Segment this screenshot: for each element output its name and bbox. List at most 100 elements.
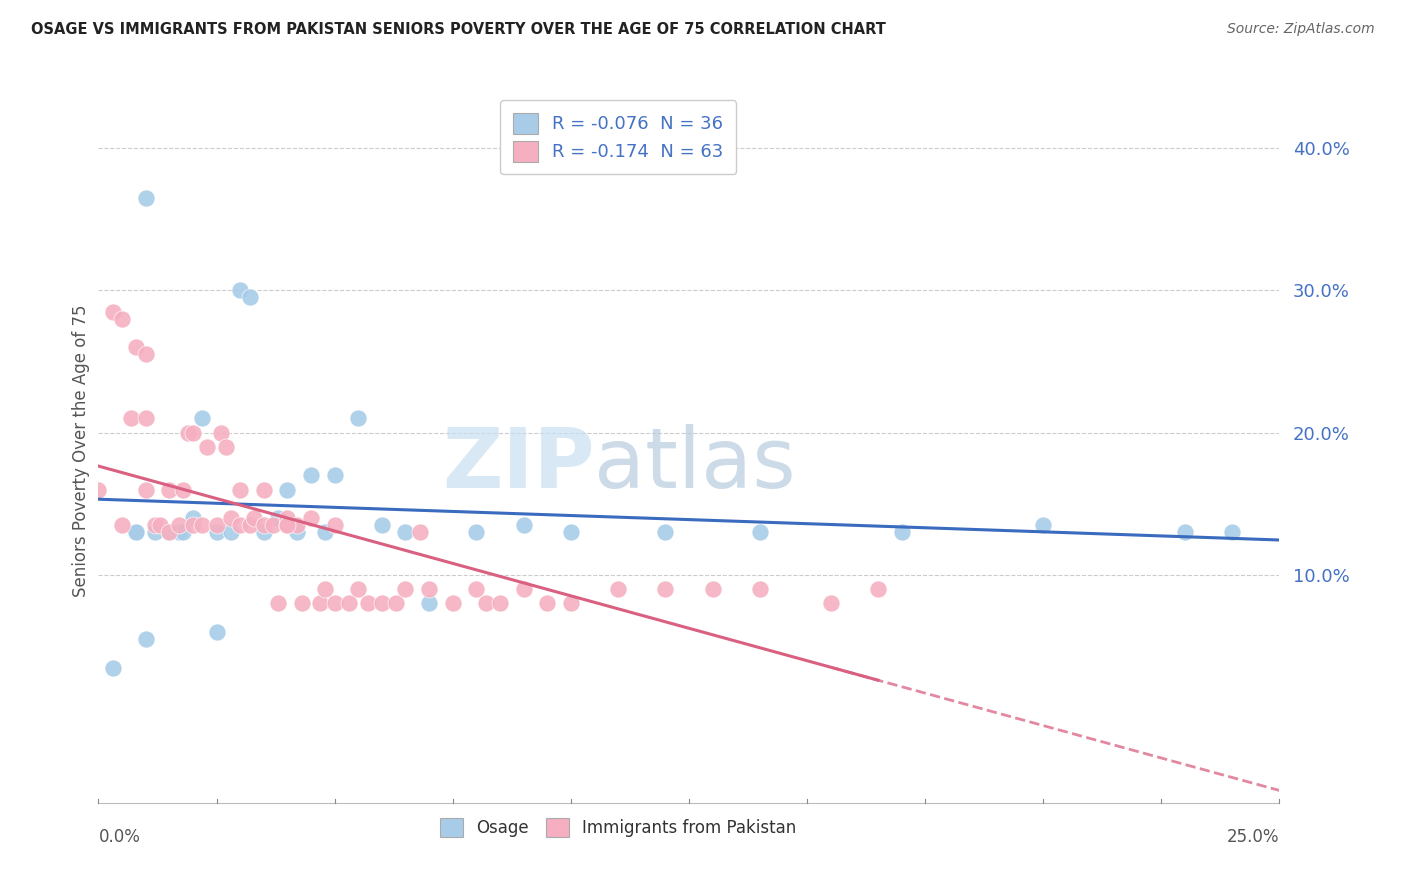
Point	[167, 525, 190, 540]
Point	[654, 525, 676, 540]
Text: 25.0%: 25.0%	[1227, 829, 1279, 847]
Point	[371, 518, 394, 533]
Text: OSAGE VS IMMIGRANTS FROM PAKISTAN SENIORS POVERTY OVER THE AGE OF 75 CORRELATION: OSAGE VS IMMIGRANTS FROM PAKISTAN SENIOR…	[31, 22, 886, 37]
Point	[1220, 525, 1243, 540]
Point	[135, 483, 157, 497]
Point	[1032, 518, 1054, 533]
Point	[191, 518, 214, 533]
Point	[748, 582, 770, 597]
Point	[323, 518, 346, 533]
Point	[394, 582, 416, 597]
Point	[347, 582, 370, 597]
Point	[195, 440, 218, 454]
Point	[371, 597, 394, 611]
Point	[243, 511, 266, 525]
Point	[820, 597, 842, 611]
Point	[267, 511, 290, 525]
Point	[157, 483, 180, 497]
Point	[276, 483, 298, 497]
Point	[125, 525, 148, 540]
Point	[489, 597, 512, 611]
Point	[215, 440, 238, 454]
Point	[101, 304, 124, 318]
Point	[276, 518, 298, 533]
Point	[337, 597, 360, 611]
Point	[205, 518, 228, 533]
Point	[890, 525, 912, 540]
Text: atlas: atlas	[595, 424, 796, 505]
Point	[209, 425, 232, 440]
Point	[560, 525, 582, 540]
Point	[111, 518, 134, 533]
Point	[219, 511, 242, 525]
Point	[748, 525, 770, 540]
Point	[181, 425, 204, 440]
Point	[285, 525, 308, 540]
Point	[121, 411, 143, 425]
Point	[299, 468, 322, 483]
Point	[408, 525, 430, 540]
Point	[87, 483, 110, 497]
Point	[314, 525, 336, 540]
Point	[654, 582, 676, 597]
Point	[290, 597, 312, 611]
Point	[149, 518, 172, 533]
Point	[191, 411, 214, 425]
Point	[253, 518, 276, 533]
Point	[560, 597, 582, 611]
Point	[125, 340, 148, 354]
Point	[418, 597, 440, 611]
Point	[299, 511, 322, 525]
Point	[441, 597, 464, 611]
Point	[181, 511, 204, 525]
Point	[314, 582, 336, 597]
Point	[125, 525, 148, 540]
Point	[285, 518, 308, 533]
Point	[172, 483, 194, 497]
Point	[229, 483, 252, 497]
Point	[239, 290, 262, 304]
Point	[253, 483, 276, 497]
Point	[262, 518, 284, 533]
Y-axis label: Seniors Poverty Over the Age of 75: Seniors Poverty Over the Age of 75	[72, 304, 90, 597]
Point	[1174, 525, 1197, 540]
Point	[172, 525, 194, 540]
Point	[205, 525, 228, 540]
Point	[536, 597, 558, 611]
Point	[866, 582, 889, 597]
Point	[475, 597, 498, 611]
Point	[465, 582, 488, 597]
Point	[167, 518, 190, 533]
Point	[239, 518, 262, 533]
Point	[465, 525, 488, 540]
Point	[702, 582, 724, 597]
Point	[253, 525, 276, 540]
Point	[181, 518, 204, 533]
Point	[229, 518, 252, 533]
Point	[135, 411, 157, 425]
Point	[512, 518, 534, 533]
Text: 0.0%: 0.0%	[98, 829, 141, 847]
Point	[607, 582, 630, 597]
Point	[135, 347, 157, 361]
Point	[512, 582, 534, 597]
Point	[143, 518, 166, 533]
Point	[157, 525, 180, 540]
Point	[276, 518, 298, 533]
Text: ZIP: ZIP	[441, 424, 595, 505]
Point	[347, 411, 370, 425]
Point	[101, 660, 124, 674]
Point	[394, 525, 416, 540]
Point	[267, 597, 290, 611]
Point	[157, 525, 180, 540]
Text: Source: ZipAtlas.com: Source: ZipAtlas.com	[1227, 22, 1375, 37]
Point	[385, 597, 408, 611]
Point	[418, 582, 440, 597]
Point	[205, 624, 228, 639]
Point	[111, 311, 134, 326]
Point	[135, 191, 157, 205]
Point	[143, 525, 166, 540]
Point	[177, 425, 200, 440]
Point	[323, 468, 346, 483]
Point	[323, 597, 346, 611]
